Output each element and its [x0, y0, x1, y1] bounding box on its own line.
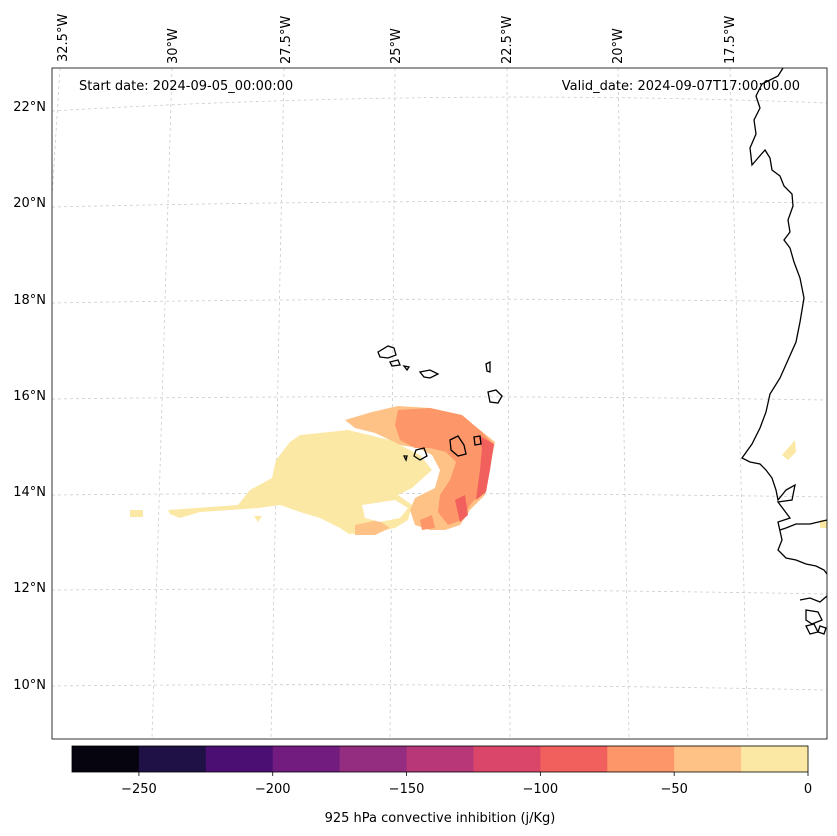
lon-label: 22.5°W	[500, 16, 515, 64]
island	[389, 359, 401, 367]
island	[449, 435, 467, 457]
colorbar: −250 −200 −150 −100 −50 0 925 hPa convec…	[71, 745, 812, 826]
map-frame	[51, 67, 828, 740]
colorbar-bin	[72, 746, 140, 772]
lat-label: 18°N	[13, 293, 46, 308]
lon-label: 27.5°W	[279, 16, 294, 64]
lat-label: 10°N	[13, 678, 46, 693]
longitude-labels: 32.5°W 30°W 27.5°W 25°W 22.5°W 20°W 17.5…	[56, 14, 738, 64]
colorbar-tick-label: −200	[255, 782, 291, 797]
valid-date-text: Valid_date: 2024-09-07T17:00:00.00	[562, 79, 800, 94]
lat-label: 16°N	[13, 389, 46, 404]
latitude-labels: 22°N 20°N 18°N 16°N 14°N 12°N 10°N	[13, 100, 46, 693]
gridlines	[52, 68, 827, 739]
colorbar-ticks	[138, 772, 809, 776]
colorbar-bin	[205, 746, 274, 772]
lon-label: 30°W	[166, 28, 181, 64]
lat-label: 20°N	[13, 196, 46, 211]
colorbar-frame	[71, 745, 809, 773]
cin-region-0-25	[130, 430, 827, 534]
island	[418, 369, 440, 379]
colorbar-bin	[339, 746, 408, 772]
colorbar-bin	[272, 746, 341, 772]
cin-field	[130, 406, 827, 535]
lat-label: 12°N	[13, 581, 46, 596]
coastlines	[377, 68, 827, 635]
africa-coast	[741, 68, 827, 635]
lon-label: 25°W	[389, 28, 404, 64]
colorbar-bin	[406, 746, 474, 772]
colorbar-bin	[540, 746, 608, 772]
colorbar-tick-label: −250	[121, 782, 157, 797]
cin-region-75-100	[455, 435, 494, 522]
colorbar-bin	[138, 746, 207, 772]
colorbar-tick-label: −150	[389, 782, 425, 797]
island	[377, 345, 397, 359]
island	[487, 389, 503, 404]
cin-region-50-75	[395, 408, 494, 530]
colorbar-bins	[72, 746, 809, 772]
lon-label: 20°W	[611, 28, 626, 64]
map-panel: Start date: 2024-09-05_00:00:00 Valid_da…	[51, 67, 828, 740]
island	[473, 435, 482, 446]
colorbar-bin	[473, 746, 541, 772]
colorbar-tick-labels: −250 −200 −150 −100 −50 0	[121, 782, 812, 797]
lat-label: 22°N	[13, 100, 46, 115]
start-date-text: Start date: 2024-09-05_00:00:00	[79, 79, 293, 94]
island	[485, 360, 491, 373]
colorbar-bin	[674, 746, 742, 772]
lat-label: 14°N	[13, 485, 46, 500]
colorbar-bin	[607, 746, 675, 772]
colorbar-tick-label: 0	[804, 782, 812, 797]
lon-label: 32.5°W	[56, 14, 71, 62]
island	[413, 447, 428, 461]
colorbar-tick-label: −50	[660, 782, 687, 797]
colorbar-tick-label: −100	[523, 782, 559, 797]
colorbar-label: 925 hPa convective inhibition (j/Kg)	[325, 811, 556, 826]
colorbar-bin	[741, 746, 809, 772]
lon-label: 17.5°W	[723, 16, 738, 64]
island	[402, 455, 408, 462]
island	[402, 365, 411, 372]
